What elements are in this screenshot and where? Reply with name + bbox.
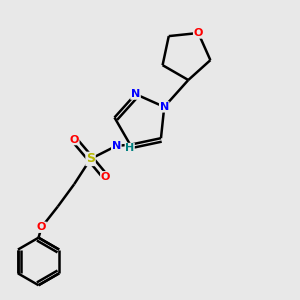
- Text: O: O: [37, 222, 46, 232]
- Text: N: N: [112, 141, 121, 151]
- Text: N: N: [160, 102, 169, 112]
- Text: H: H: [125, 143, 134, 153]
- Text: N: N: [131, 89, 140, 99]
- Text: S: S: [86, 152, 95, 165]
- Text: O: O: [101, 172, 110, 182]
- Text: O: O: [70, 135, 79, 145]
- Text: O: O: [194, 28, 203, 38]
